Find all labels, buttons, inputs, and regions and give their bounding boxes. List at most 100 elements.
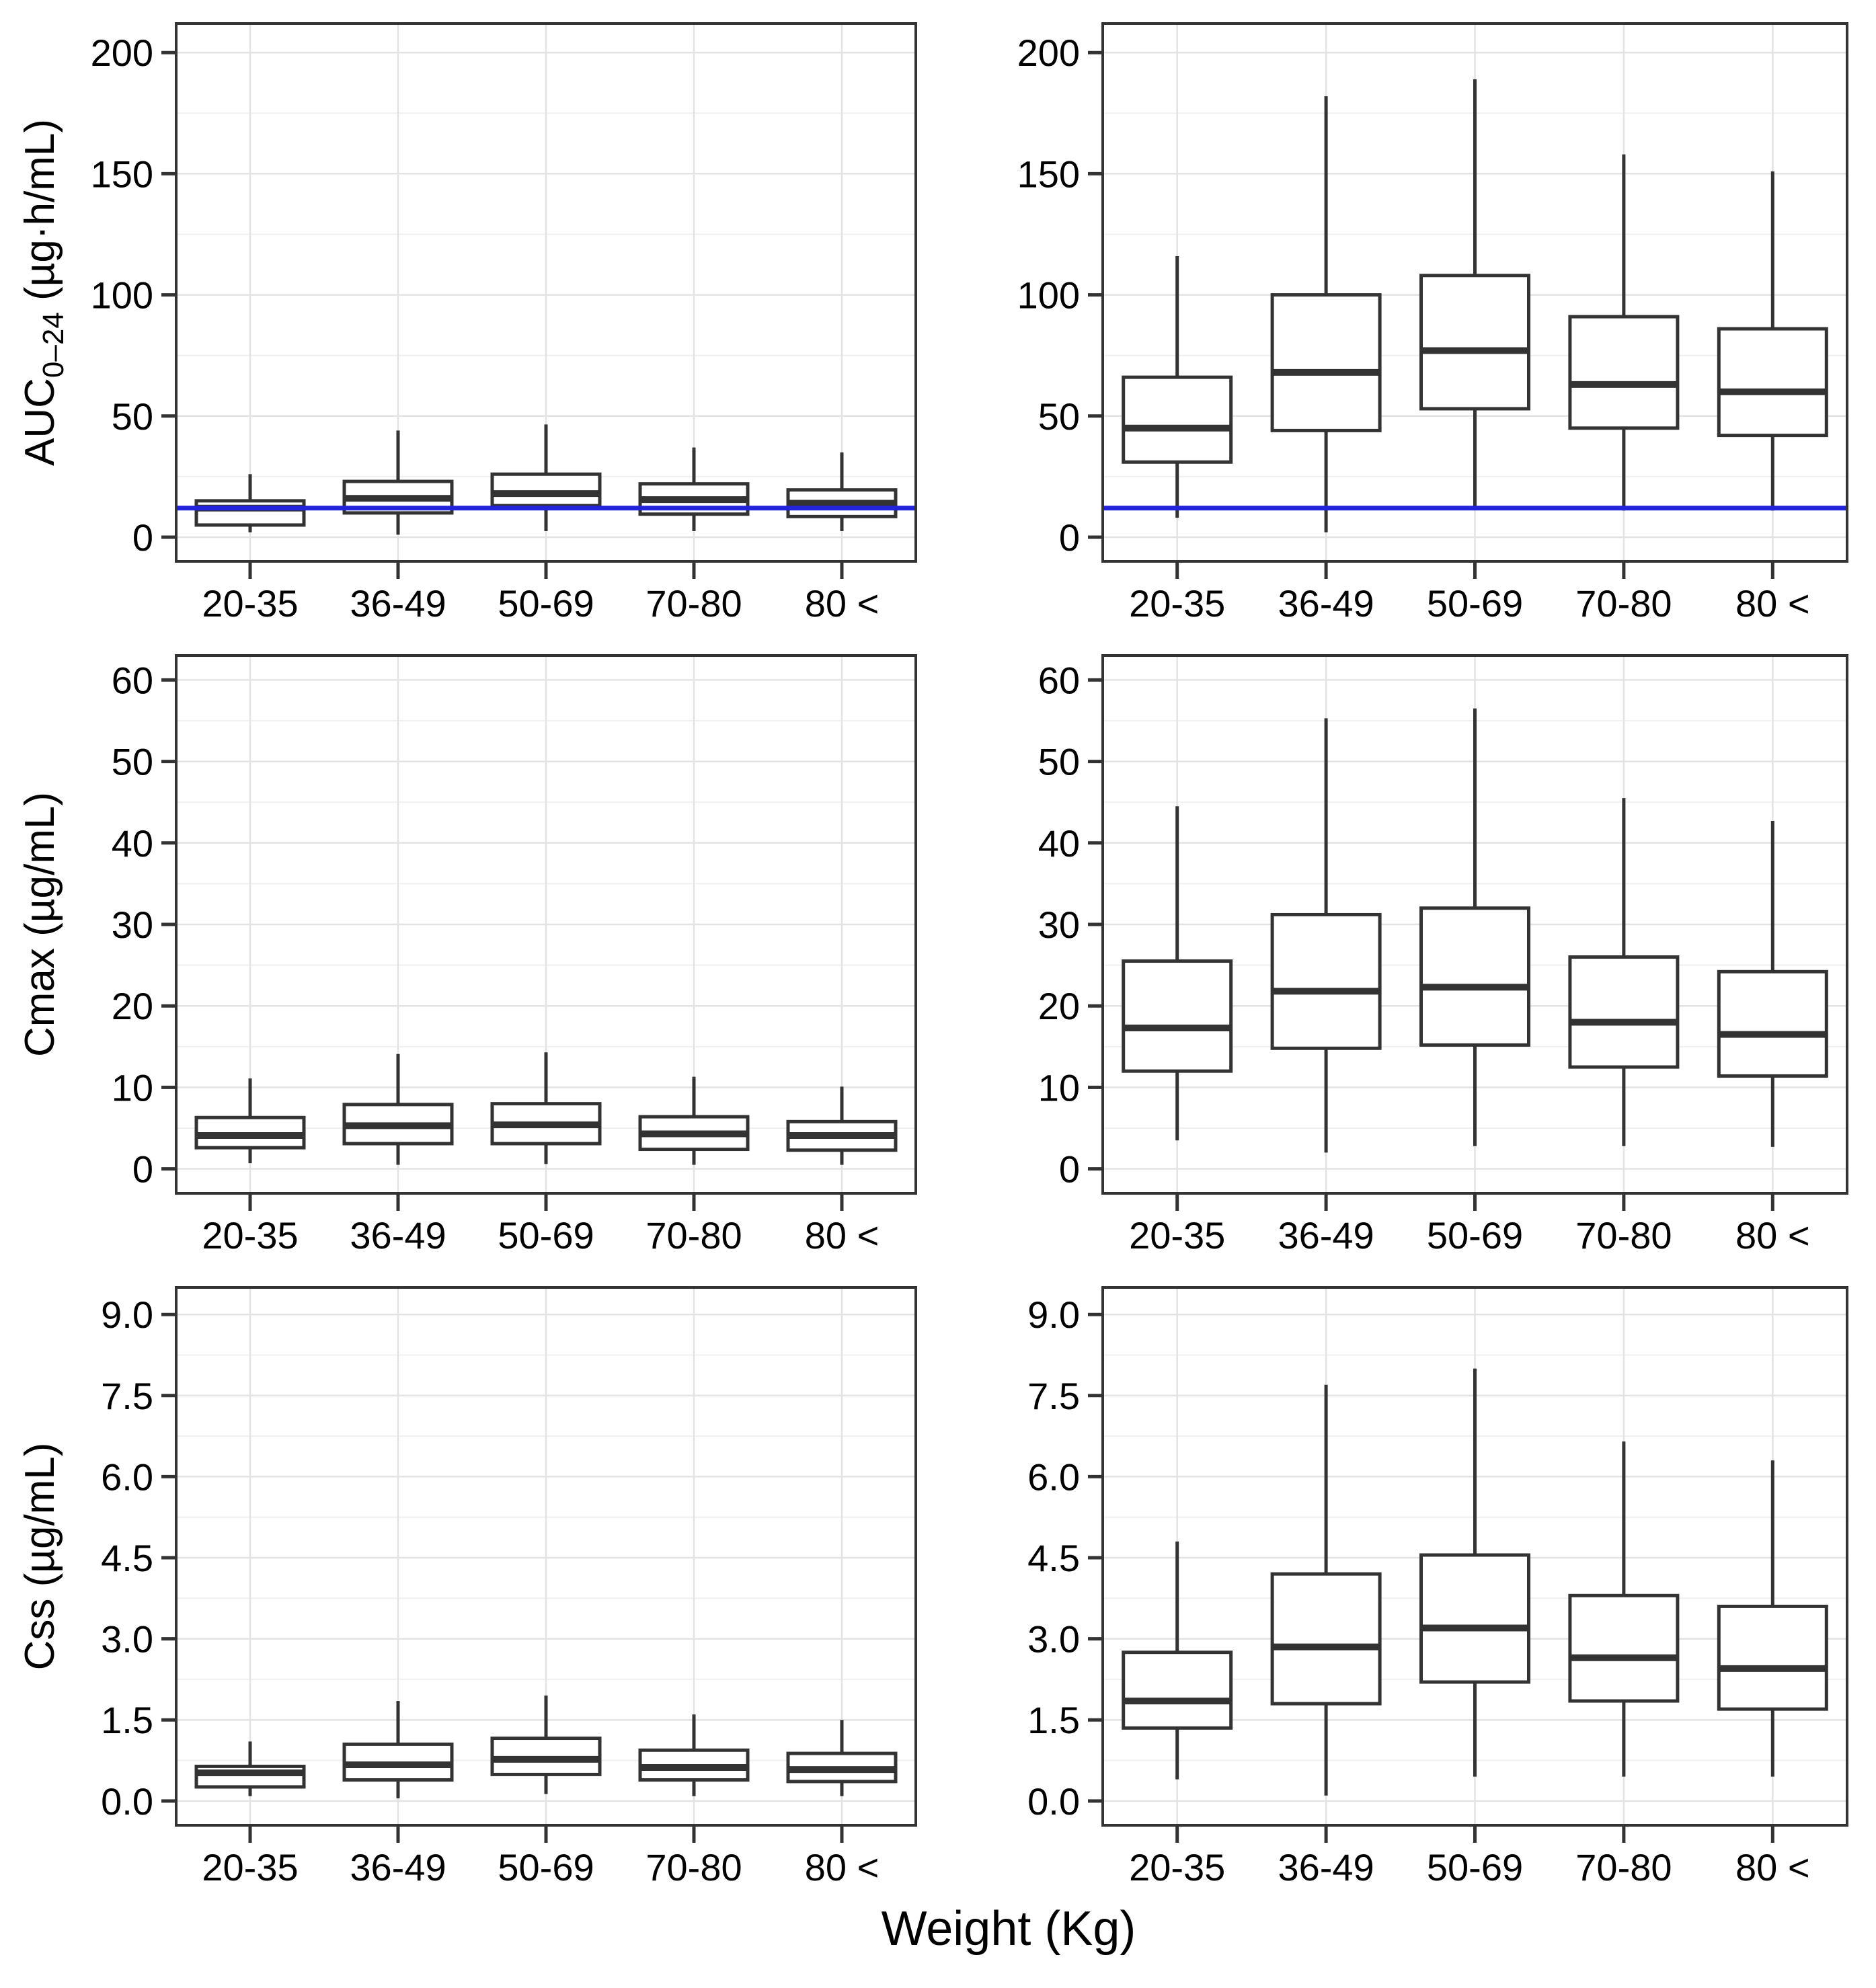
x-tick-label: 20-35	[1129, 582, 1225, 625]
x-tick-label: 70-80	[646, 1214, 742, 1257]
box-70-80	[1568, 1441, 1680, 1777]
y-tick-label: 100	[91, 274, 153, 317]
y-tick-label: 10	[1038, 1066, 1080, 1109]
y-tick-label: 50	[1038, 395, 1080, 438]
box-36-49	[342, 1053, 454, 1165]
auc-left-chart: 0 50 100 150 200 20-35 36-49 50-69 70-80 80 < AUC0…	[17, 22, 917, 625]
cmax-right-chart: 0 10 20 30 40 50 60 20-35 36-49 50-69 70-80 80 <	[1038, 654, 1848, 1257]
x-tick-label: 50-69	[1427, 582, 1523, 625]
boxes	[1122, 708, 1828, 1153]
y-tick-label: 3.0	[1027, 1618, 1080, 1661]
y-tick-label: 0.0	[1027, 1780, 1080, 1823]
x-tick-label: 20-35	[202, 582, 298, 625]
y-tick-label: 200	[1017, 32, 1080, 74]
box-50-69	[490, 1052, 602, 1164]
auc-right-chart: 0 50 100 150 200 20-35 36-49 50-69 70-80 80 <	[1017, 22, 1848, 625]
box-70-80	[638, 1076, 750, 1165]
panel-auc-right: 0 50 100 150 200 20-35 36-49 50-69 70-80 80 <	[938, 0, 1876, 632]
box-20-35	[1122, 1541, 1233, 1780]
x-tick-label: 36-49	[1278, 582, 1374, 625]
y-tick-label: 0	[132, 516, 153, 559]
y-tick-label: 50	[112, 741, 153, 783]
y-axis: 0 10 20 30 40 50 60	[112, 659, 176, 1191]
y-tick-label: 4.5	[1027, 1537, 1080, 1579]
x-tick-label: 20-35	[202, 1846, 298, 1888]
boxes	[194, 424, 898, 535]
y-tick-label: 3.0	[101, 1618, 153, 1661]
y-tick-label: 40	[112, 822, 153, 865]
x-axis: 20-35 36-49 50-69 70-80 80 <	[202, 1825, 879, 1888]
y-axis: 0.0 1.5 3.0 4.5 6.0 7.5 9.0	[1027, 1294, 1103, 1823]
y-tick-label: 0	[1059, 516, 1080, 559]
gridlines	[176, 655, 916, 1193]
y-tick-label: 0	[132, 1148, 153, 1191]
y-tick-label: 0	[1059, 1148, 1080, 1191]
y-tick-label: 0.0	[101, 1780, 153, 1823]
box-50-69	[490, 424, 602, 531]
x-tick-label: 20-35	[1129, 1214, 1225, 1257]
box-50-69	[1419, 708, 1530, 1146]
y-tick-label: 100	[1017, 274, 1080, 317]
y-axis: 0.0 1.5 3.0 4.5 6.0 7.5 9.0	[101, 1294, 176, 1823]
x-tick-label: 50-69	[498, 1846, 594, 1888]
box-36-49	[1270, 1384, 1382, 1796]
box-20-35	[1122, 806, 1233, 1141]
panel-cmax-left: 0 10 20 30 40 50 60 20-35 36-49 50-69 70-80 80 < Cma…	[0, 632, 938, 1264]
box-20-35	[194, 1078, 306, 1164]
box-80 <	[1717, 1460, 1828, 1777]
y-axis-title: Css (µg/mL)	[17, 1443, 63, 1671]
x-axis: 20-35 36-49 50-69 70-80 80 <	[1129, 561, 1810, 625]
panel-auc-left: 0 50 100 150 200 20-35 36-49 50-69 70-80 80 < AUC0…	[0, 0, 938, 632]
panel-css-right: 0.0 1.5 3.0 4.5 6.0 7.5 9.0 20-35 36-49 50-69 70-8…	[938, 1264, 1876, 1896]
cmax-left-chart: 0 10 20 30 40 50 60 20-35 36-49 50-69 70-80 80 < Cma…	[17, 654, 917, 1257]
y-tick-label: 1.5	[101, 1699, 153, 1741]
y-tick-label: 7.5	[1027, 1375, 1080, 1417]
css-left-chart: 0.0 1.5 3.0 4.5 6.0 7.5 9.0 20-35 36-49 50-69 70-8…	[17, 1286, 917, 1888]
y-axis: 0 50 100 150 200	[91, 32, 176, 559]
boxes	[194, 1052, 898, 1165]
box-80 <	[1717, 821, 1828, 1147]
y-tick-label: 150	[91, 153, 153, 195]
x-tick-label: 36-49	[350, 1846, 446, 1888]
x-tick-label: 36-49	[350, 1214, 446, 1257]
x-tick-label: 50-69	[1427, 1214, 1523, 1257]
box-20-35	[194, 1741, 306, 1796]
x-axis: 20-35 36-49 50-69 70-80 80 <	[1129, 1825, 1810, 1888]
panel-cmax-right: 0 10 20 30 40 50 60 20-35 36-49 50-69 70-80 80 <	[938, 632, 1876, 1264]
y-tick-label: 200	[91, 32, 153, 74]
x-tick-label: 50-69	[498, 1214, 594, 1257]
css-right-chart: 0.0 1.5 3.0 4.5 6.0 7.5 9.0 20-35 36-49 50-69 70-8…	[1027, 1286, 1848, 1888]
x-tick-label: 70-80	[1575, 1214, 1672, 1257]
y-tick-label: 50	[112, 395, 153, 438]
x-tick-label: 80 <	[805, 1846, 880, 1888]
box-36-49	[1270, 96, 1382, 532]
y-tick-label: 60	[112, 659, 153, 701]
y-tick-label: 7.5	[101, 1375, 153, 1417]
x-tick-label: 70-80	[646, 1846, 742, 1888]
boxes	[1122, 79, 1828, 532]
y-tick-label: 40	[1038, 822, 1080, 865]
box-36-49	[1270, 718, 1382, 1153]
x-tick-label: 36-49	[1278, 1846, 1374, 1888]
x-tick-label: 50-69	[1427, 1846, 1523, 1888]
y-tick-label: 20	[1038, 985, 1080, 1027]
x-tick-label: 80 <	[805, 582, 880, 625]
boxes	[194, 1696, 898, 1798]
y-tick-label: 50	[1038, 741, 1080, 783]
box-80 <	[786, 1720, 898, 1796]
y-axis-title: Cmax (µg/mL)	[17, 792, 63, 1057]
y-tick-label: 6.0	[1027, 1456, 1080, 1498]
box-20-35	[1122, 255, 1233, 518]
box-70-80	[1568, 154, 1680, 511]
panel-css-left: 0.0 1.5 3.0 4.5 6.0 7.5 9.0 20-35 36-49 50-69 70-8…	[0, 1264, 938, 1896]
box-80 <	[786, 452, 898, 531]
x-tick-label: 70-80	[1575, 582, 1672, 625]
x-tick-label: 80 <	[805, 1214, 880, 1257]
y-tick-label: 150	[1017, 153, 1080, 195]
x-axis: 20-35 36-49 50-69 70-80 80 <	[1129, 1193, 1810, 1257]
box-36-49	[342, 1701, 454, 1798]
box-50-69	[1419, 79, 1530, 508]
x-tick-label: 36-49	[350, 582, 446, 625]
x-tick-label: 80 <	[1735, 1846, 1810, 1888]
